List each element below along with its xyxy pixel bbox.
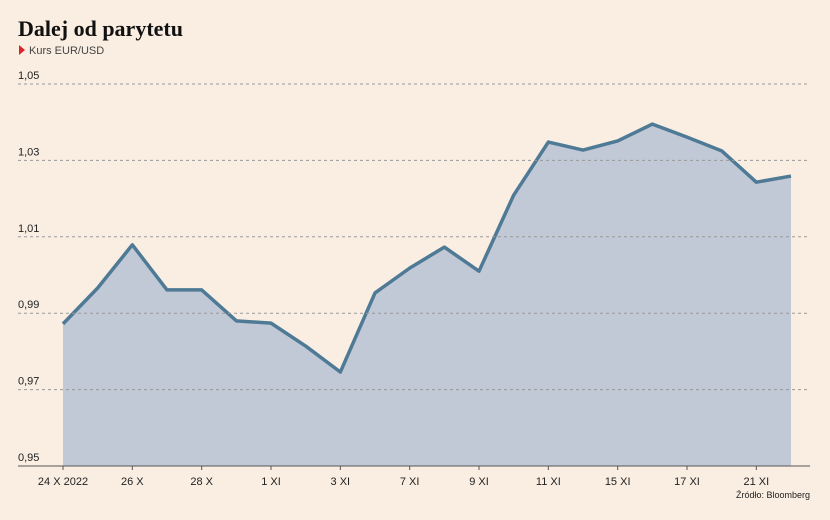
chart-subtitle: Kurs EUR/USD bbox=[29, 45, 104, 57]
x-tick-label: 11 XI bbox=[536, 476, 561, 488]
x-tick-label: 7 XI bbox=[400, 476, 420, 488]
x-tick-label: 3 XI bbox=[331, 476, 351, 488]
y-tick-label: 0,97 bbox=[18, 376, 39, 388]
x-tick-label: 1 XI bbox=[261, 476, 281, 488]
x-tick-label: 17 XI bbox=[674, 476, 700, 488]
x-tick-label: 15 XI bbox=[605, 476, 631, 488]
x-tick-label: 28 X bbox=[190, 476, 213, 488]
y-tick-label: 0,95 bbox=[18, 452, 39, 464]
chart-title: Dalej od parytetu bbox=[18, 16, 183, 41]
x-tick-label: 21 XI bbox=[743, 476, 769, 488]
y-tick-label: 0,99 bbox=[18, 299, 39, 311]
y-tick-label: 1,05 bbox=[18, 70, 39, 82]
x-tick-label: 24 X 2022 bbox=[38, 476, 88, 488]
source: Źródło: Bloomberg bbox=[736, 490, 810, 500]
y-tick-label: 1,03 bbox=[18, 146, 39, 158]
line bbox=[61, 122, 792, 374]
x-tick-label: 9 XI bbox=[469, 476, 489, 488]
subtitle-marker bbox=[19, 45, 25, 55]
area bbox=[63, 124, 791, 467]
x-tick-label: 26 X bbox=[121, 476, 144, 488]
y-tick-label: 1,01 bbox=[18, 223, 39, 235]
